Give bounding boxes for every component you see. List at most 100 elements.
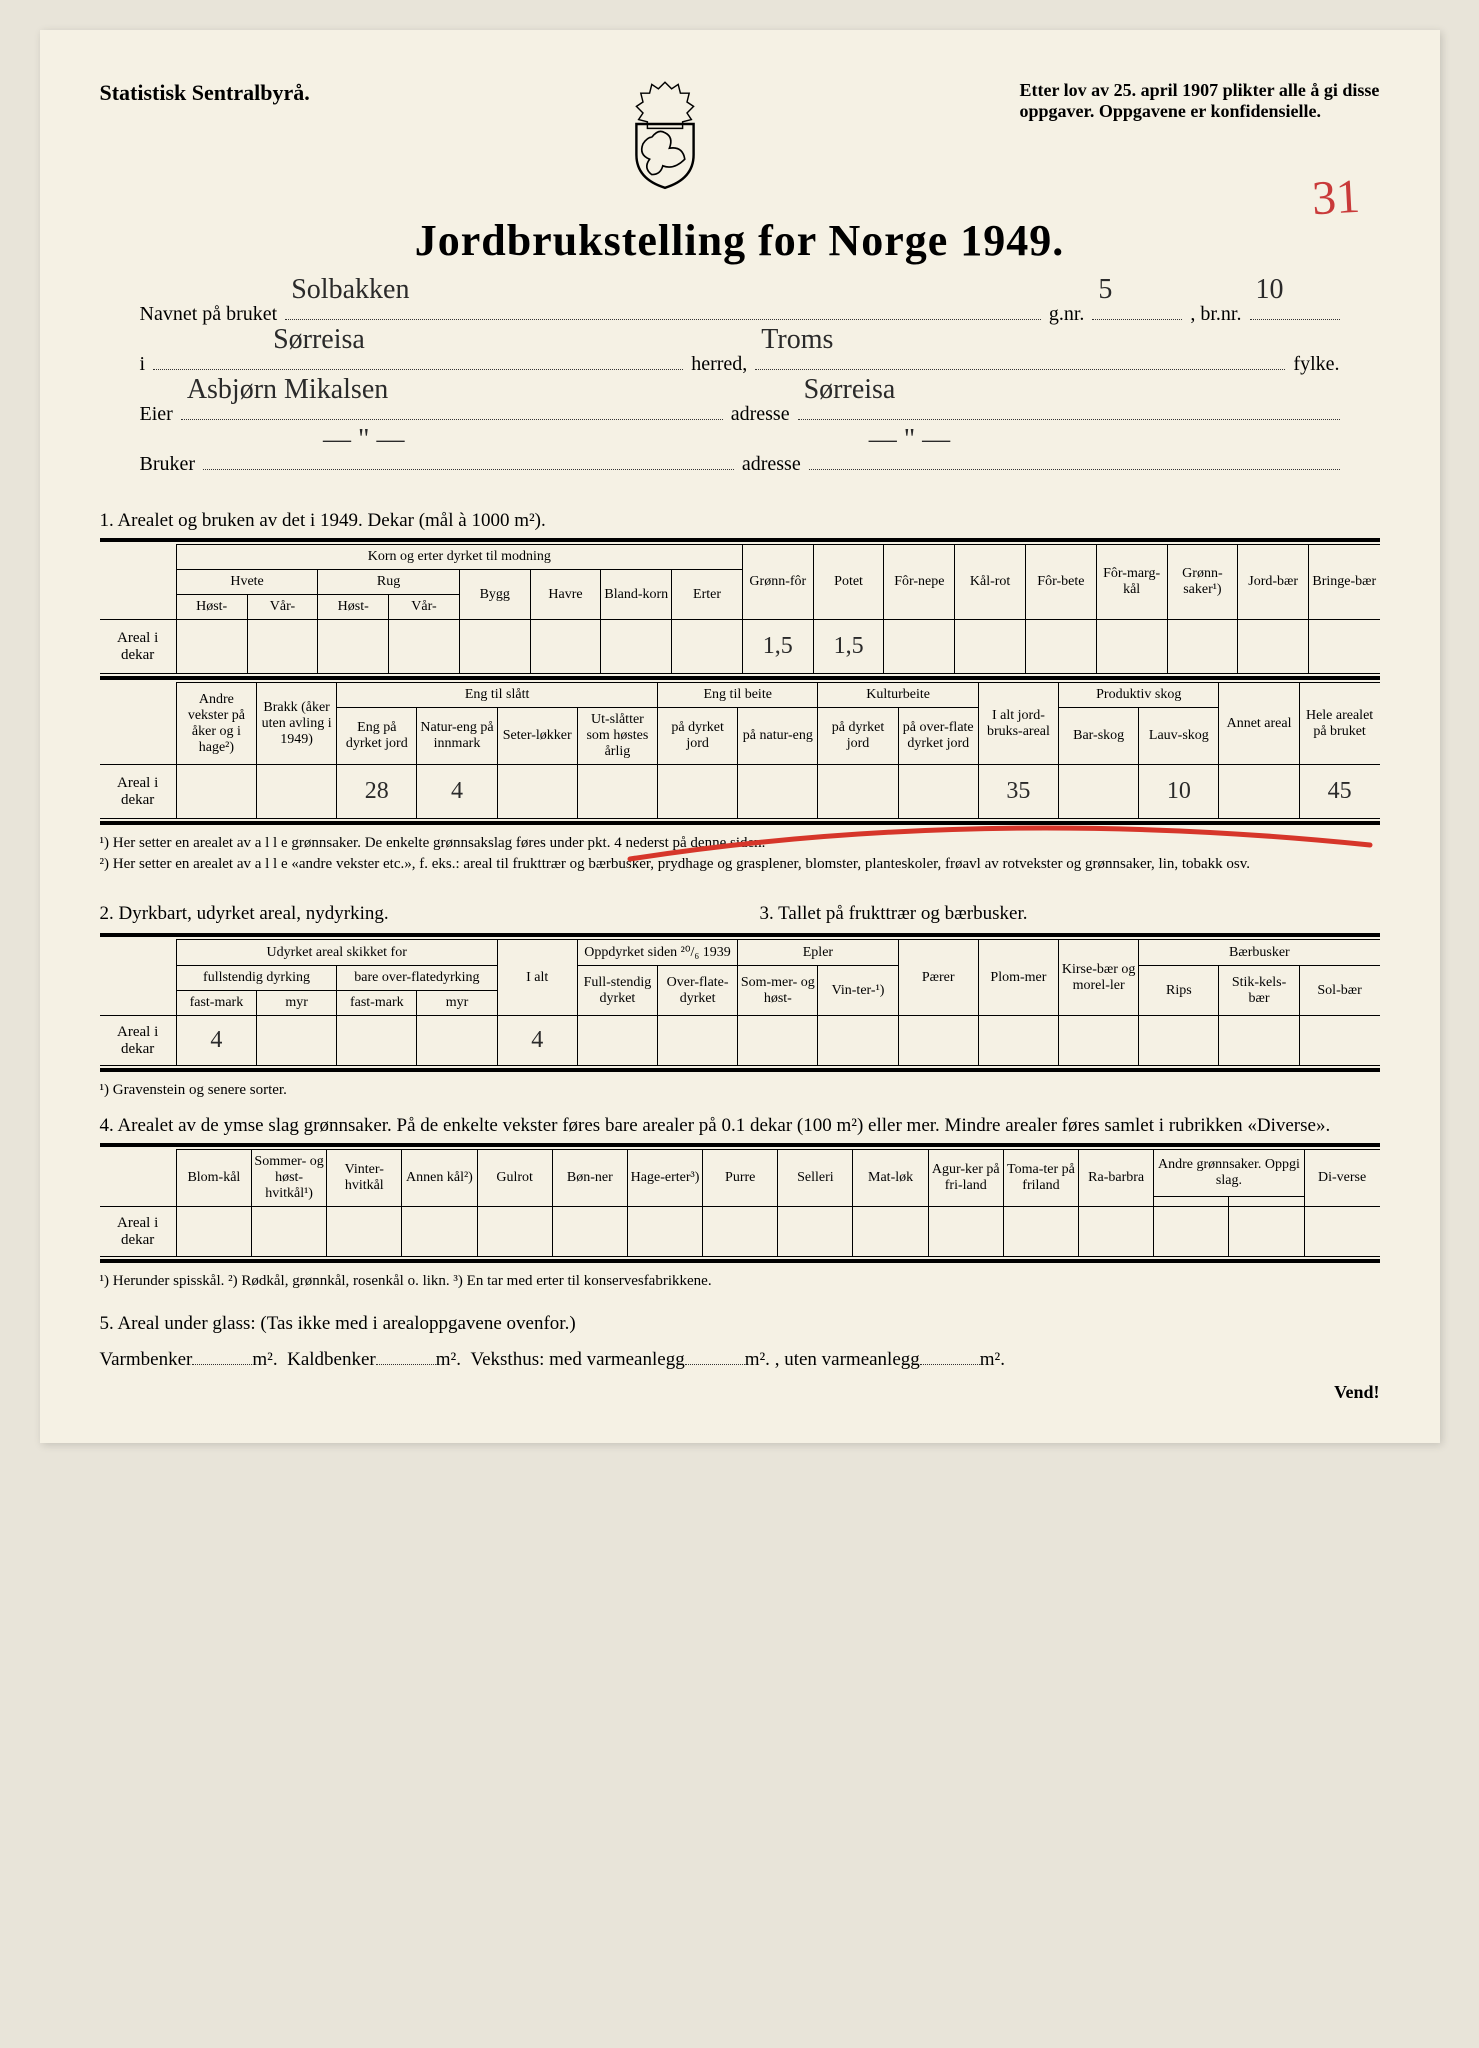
col-header: Epler (738, 940, 898, 966)
document-page: 31 Statistisk Sentralbyrå. Etter lov av … (40, 30, 1440, 1443)
col-header: fast-mark (176, 991, 256, 1016)
col-header: Di-verse (1304, 1150, 1379, 1207)
col-header: Annen kål²) (402, 1150, 477, 1207)
col-header: Lauv-skog (1139, 708, 1219, 765)
col-header: Selleri (778, 1150, 853, 1207)
col-header: Bærbusker (1139, 940, 1380, 966)
field-label: Bruker (140, 442, 196, 486)
col-header: Hvete (176, 570, 318, 595)
col-header: Erter (672, 570, 743, 620)
col-header: Pærer (898, 940, 978, 1016)
col-header: Fôr-nepe (884, 545, 955, 620)
col-header: Blom-kål (176, 1150, 251, 1207)
table-1a: Korn og erter dyrket til modning Grønn-f… (100, 544, 1380, 674)
col-header: Andre vekster på åker og i hage²) (176, 683, 256, 765)
cell-value: 28 (337, 765, 417, 819)
col-header: på dyrket jord (818, 708, 898, 765)
col-header: Fôr-marg-kål (1096, 545, 1167, 620)
col-header: Purre (703, 1150, 778, 1207)
col-header: Annet areal (1219, 683, 1299, 765)
col-header: Grønn-fôr (742, 545, 813, 620)
legal-notice: Etter lov av 25. april 1907 plikter alle… (1020, 80, 1380, 122)
field-label: Veksthus: med varmeanlegg (470, 1349, 684, 1370)
section-2-title: 2. Dyrkbart, udyrket areal, nydyrking. (100, 903, 720, 925)
col-header: Bland-korn (601, 570, 672, 620)
col-header: Bygg (459, 570, 530, 620)
cell-value: 35 (978, 765, 1058, 819)
col-header: Grønn-saker¹) (1167, 545, 1238, 620)
col-header: Vinter-hvitkål (327, 1150, 402, 1207)
col-header: Plom-mer (978, 940, 1058, 1016)
section-5-title: 5. Areal under glass: (Tas ikke med i ar… (100, 1306, 1380, 1342)
footnote: ¹) Her setter en arealet av a l l e grøn… (100, 833, 1380, 854)
section-2-footnote: ¹) Gravenstein og senere sorter. (100, 1080, 1380, 1101)
handwritten-value: 10 (1256, 259, 1284, 321)
col-header: Gulrot (477, 1150, 552, 1207)
col-header: Vår- (389, 595, 460, 620)
col-header: Ut-slåtter som høstes årlig (577, 708, 657, 765)
col-header: Mat-løk (853, 1150, 928, 1207)
col-header: Oppdyrket siden ²⁰/₆ 1939 (577, 940, 737, 966)
section-5: 5. Areal under glass: (Tas ikke med i ar… (100, 1306, 1380, 1378)
col-header: Stik-kels-bær (1219, 966, 1299, 1016)
cell-value: 1,5 (813, 620, 884, 674)
col-header: Toma-ter på friland (1003, 1150, 1078, 1207)
col-header: Rips (1139, 966, 1219, 1016)
section-4-title: 4. Arealet av de ymse slag grønnsaker. P… (100, 1115, 1380, 1137)
row-label: Areal i dekar (100, 1207, 177, 1257)
col-header: I alt (497, 940, 577, 1016)
field-label: Varmbenker (100, 1349, 193, 1370)
field-label: , uten varmeanlegg (775, 1349, 920, 1370)
footnote: ²) Her setter en arealet av a l l e «and… (100, 854, 1380, 875)
col-header: Andre grønnsaker. Oppgi slag. (1154, 1150, 1304, 1197)
col-header: på over-flate dyrket jord (898, 708, 978, 765)
field-label: Kaldbenker (287, 1349, 376, 1370)
cell-value: 45 (1299, 765, 1379, 819)
handwritten-value: — " — (869, 409, 950, 471)
unit-label: m². (436, 1349, 461, 1370)
field-label: Eier (140, 392, 173, 436)
col-header: på dyrket jord (658, 708, 738, 765)
col-header: I alt jord-bruks-areal (978, 683, 1058, 765)
field-label: g.nr. (1049, 292, 1085, 336)
field-label: Navnet på bruket (140, 292, 278, 336)
col-header: Produktiv skog (1059, 683, 1219, 708)
col-header: Vår- (247, 595, 318, 620)
coat-of-arms (620, 80, 710, 195)
col-header: Over-flate-dyrket (658, 966, 738, 1016)
col-header: Eng til slått (337, 683, 658, 708)
col-header: Kål-rot (955, 545, 1026, 620)
crest-icon (620, 80, 710, 190)
col-header: Sommer- og høst-hvitkål¹) (251, 1150, 326, 1207)
col-header: myr (417, 991, 497, 1016)
col-header: Eng på dyrket jord (337, 708, 417, 765)
field-label: herred, (691, 342, 747, 386)
col-header: Som-mer- og høst- (738, 966, 818, 1016)
row-label: Areal i dekar (100, 620, 177, 674)
col-header: myr (257, 991, 337, 1016)
field-label: i (140, 342, 146, 386)
field-label: , br.nr. (1190, 292, 1241, 336)
col-header: Potet (813, 545, 884, 620)
col-header: Fôr-bete (1025, 545, 1096, 620)
table-2-3: Udyrket areal skikket for I alt Oppdyrke… (100, 939, 1380, 1066)
handwritten-value: — " — (323, 409, 404, 471)
form-header-fields: Navnet på bruket Solbakken g.nr. 5 , br.… (140, 292, 1340, 486)
col-header: Hele arealet på bruket (1299, 683, 1379, 765)
row-label: Areal i dekar (100, 1016, 177, 1066)
col-header: Natur-eng på innmark (417, 708, 497, 765)
col-header: Havre (530, 570, 601, 620)
col-header: Høst- (318, 595, 389, 620)
col-header: Bar-skog (1059, 708, 1139, 765)
col-header: Eng til beite (658, 683, 818, 708)
col-header: Korn og erter dyrket til modning (176, 545, 742, 570)
field-label: adresse (742, 442, 801, 486)
col-header: bare over-flatedyrking (337, 966, 497, 991)
unit-label: m². (980, 1349, 1005, 1370)
turn-page-label: Vend! (100, 1382, 1380, 1403)
col-header: Udyrket areal skikket for (176, 940, 497, 966)
col-header: Ra-barbra (1079, 1150, 1154, 1207)
col-header: fullstendig dyrking (176, 966, 336, 991)
cell-value: 1,5 (742, 620, 813, 674)
col-header: Rug (318, 570, 460, 595)
